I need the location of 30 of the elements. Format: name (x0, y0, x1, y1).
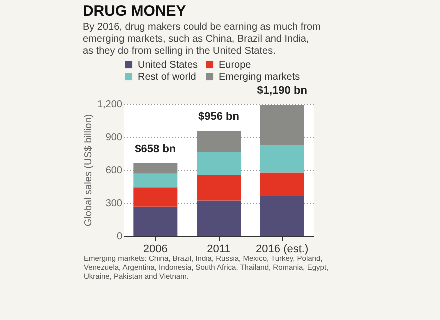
x-tick-label: 2006 (143, 244, 168, 256)
y-axis-title: Global sales (US$ billion) (83, 114, 94, 227)
y-tick-label: 1,200 (97, 100, 123, 110)
total-label: $658 bn (135, 143, 176, 156)
bar (134, 163, 178, 174)
bar (134, 206, 178, 236)
legend-label: Rest of world (138, 72, 196, 83)
y-tick-label: 900 (106, 132, 123, 144)
y-tick-label: 0 (116, 232, 123, 242)
y-tick-label: 300 (106, 198, 123, 210)
chart-subtitle: By 2016, drug makers could be earning as much from emerging markets, such as China, Brazil and India, as they do from selling in the United States. (82, 22, 321, 57)
bar (197, 152, 241, 176)
total-label: $956 bn (198, 110, 240, 123)
legend-label: United States (138, 60, 198, 71)
bar (197, 176, 241, 201)
legend-label: Europe (219, 60, 252, 71)
bar (260, 172, 304, 196)
legend-label: Emerging markets (219, 72, 300, 83)
y-tick-label: 600 (106, 166, 123, 176)
x-tick-label: 2011 (207, 244, 231, 256)
total-label: $1,190 bn (257, 85, 308, 98)
bar (197, 130, 241, 152)
bar (134, 188, 178, 207)
bar (197, 200, 241, 236)
bar (134, 174, 178, 188)
bar (260, 196, 304, 236)
x-tick-label: 2016 (est.) (256, 244, 309, 256)
chart-title: DRUG MONEY (82, 3, 186, 20)
bar (260, 105, 304, 146)
bar (260, 146, 304, 173)
